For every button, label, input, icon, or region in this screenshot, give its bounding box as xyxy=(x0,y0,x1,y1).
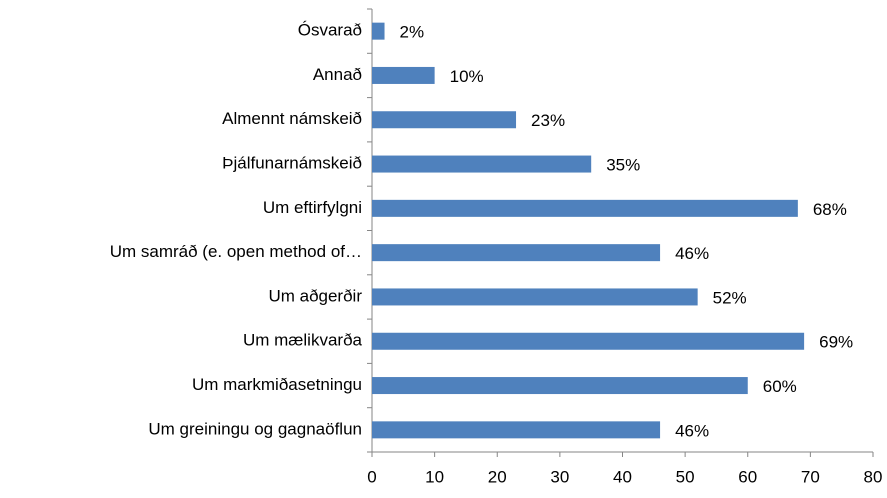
y-tick-label: Um aðgerðir xyxy=(268,286,362,305)
x-tick-label: 60 xyxy=(738,467,757,486)
bar xyxy=(372,377,748,395)
bar xyxy=(372,66,435,84)
x-tick-label: 70 xyxy=(801,467,820,486)
y-tick-label: Almennt námskeið xyxy=(222,109,362,128)
data-label: 60% xyxy=(763,377,797,396)
y-tick-label: Annað xyxy=(313,65,362,84)
y-tick-label: Þjálfunarnámskeið xyxy=(222,154,362,173)
data-label: 69% xyxy=(819,333,853,352)
y-tick-label: Um markmiðasetningu xyxy=(192,375,362,394)
y-tick-label: Um greiningu og gagnaöflun xyxy=(148,419,362,438)
bar xyxy=(372,288,698,306)
data-label: 52% xyxy=(713,288,747,307)
x-tick-label: 40 xyxy=(613,467,632,486)
data-label: 46% xyxy=(675,421,709,440)
data-label: 68% xyxy=(813,200,847,219)
x-tick-label: 80 xyxy=(864,467,883,486)
bar xyxy=(372,244,661,262)
x-tick-label: 10 xyxy=(425,467,444,486)
bar xyxy=(372,111,517,129)
data-label: 46% xyxy=(675,244,709,263)
bar xyxy=(372,332,805,350)
bar xyxy=(372,22,385,40)
bar xyxy=(372,421,661,439)
data-label: 2% xyxy=(400,23,425,42)
y-tick-label: Um mælikvarða xyxy=(243,331,363,350)
bar xyxy=(372,199,798,217)
x-tick-label: 30 xyxy=(550,467,569,486)
y-tick-label: Um eftirfylgni xyxy=(263,198,362,217)
data-label: 23% xyxy=(531,111,565,130)
x-tick-label: 0 xyxy=(367,467,376,486)
y-tick-label: Ósvarað xyxy=(298,21,362,40)
bar xyxy=(372,155,592,173)
data-label: 35% xyxy=(606,156,640,175)
data-label: 10% xyxy=(450,67,484,86)
y-tick-label: Um samráð (e. open method of… xyxy=(110,242,362,261)
x-tick-label: 20 xyxy=(488,467,507,486)
x-tick-label: 50 xyxy=(676,467,695,486)
